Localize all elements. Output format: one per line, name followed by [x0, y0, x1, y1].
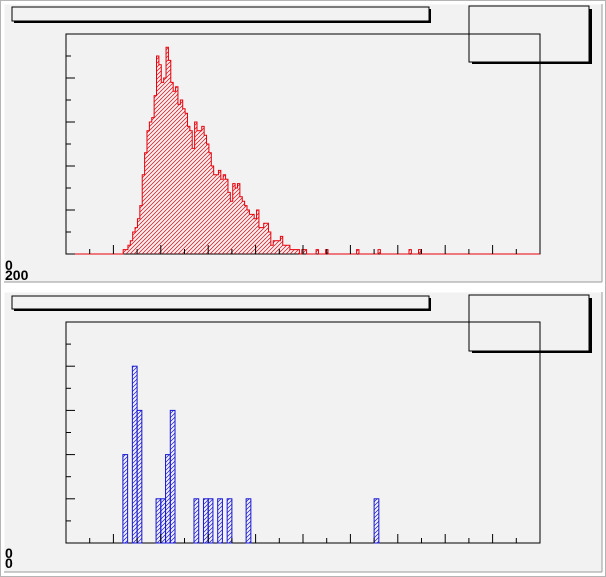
pad-2-x-axis-ticks: [65, 534, 541, 543]
histogram-bar: [373, 498, 380, 544]
histogram-bar: [207, 498, 214, 544]
pad-1-x-axis-ticks: [65, 245, 541, 254]
pad-2-y-label-zero: 0: [5, 545, 13, 561]
histogram-bar: [155, 498, 162, 544]
histogram-bar: [202, 498, 209, 544]
pad-1-histogram-outline: [66, 46, 540, 255]
pad-1-y-label-200: 200: [5, 267, 29, 283]
histogram-bar: [245, 498, 252, 544]
histogram-bar: [193, 498, 200, 544]
histogram-bar: [226, 498, 233, 544]
pad-1-y-axis-ticks: [66, 33, 75, 255]
pad-2-stats-box: [468, 294, 590, 352]
pad-1-histogram-fill: [66, 47, 540, 255]
histogram-bar: [160, 498, 167, 544]
pad-2-histogram: [122, 365, 380, 544]
pad-2-y-label-zero-shadow: 0: [5, 555, 13, 571]
histogram-bar: [165, 454, 171, 544]
pad-1-y-label-zero: 0: [5, 257, 13, 273]
pad-2: 0 0: [3, 291, 603, 573]
histogram-bar: [217, 498, 223, 544]
histogram-bar: [131, 365, 138, 544]
pad-2-y-axis-ticks: [66, 321, 75, 544]
histogram-bar: [136, 409, 143, 544]
histogram-bar: [122, 454, 129, 544]
histogram-bar: [169, 409, 176, 544]
pad-1: 0 200: [3, 3, 603, 283]
